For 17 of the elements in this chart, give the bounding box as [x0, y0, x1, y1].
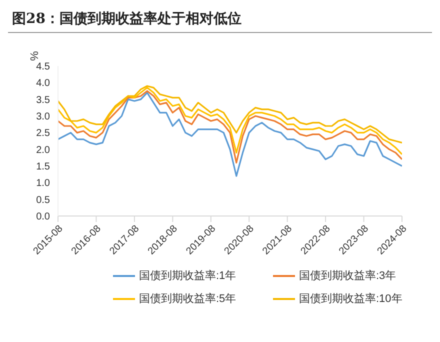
y-tick-label: 4.0	[36, 78, 50, 90]
y-tick-label: 2.0	[36, 144, 50, 156]
y-tick-label: 2.5	[36, 128, 50, 140]
legend-label: 国债到期收益率:3年	[299, 268, 396, 283]
y-tick-label: 3.0	[36, 112, 50, 123]
y-tick-label: 1.0	[36, 178, 50, 190]
y-tick-label: 0.0	[36, 212, 50, 223]
y-tick-label: 4.5	[36, 62, 50, 73]
legend-label: 国债到期收益率:1年	[139, 268, 236, 283]
y-axis-title: %	[28, 51, 41, 61]
y-tick-label: 3.5	[36, 94, 50, 106]
chart-title: 图28：国债到期收益率处于相对低位	[8, 8, 432, 33]
legend-label: 国债到期收益率:5年	[139, 292, 236, 306]
y-tick-label: 0.5	[36, 194, 50, 206]
legend-label: 国债到期收益率:10年	[299, 292, 402, 306]
y-tick-label: 1.5	[36, 162, 50, 173]
line-series	[58, 92, 402, 177]
